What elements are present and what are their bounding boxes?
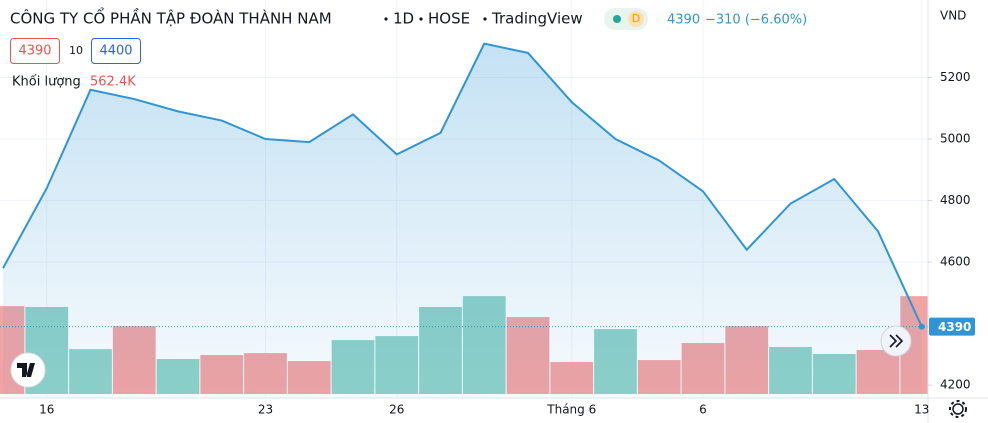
- y-tick-label: 4200: [940, 378, 971, 392]
- separator: [483, 17, 487, 21]
- price-layer: [0, 42, 928, 398]
- settings-icon[interactable]: [949, 400, 967, 418]
- logo-glyph: [17, 363, 35, 377]
- last-point: [918, 323, 925, 330]
- overlay: 4390: [918, 317, 975, 336]
- spread: 10: [69, 44, 83, 57]
- price-area: [3, 43, 922, 398]
- scroll-icon: [889, 334, 904, 348]
- ask: 4400: [99, 44, 132, 59]
- volume-legend: Khối lượng: [12, 75, 81, 90]
- separator: [384, 17, 388, 21]
- bid-box[interactable]: [10, 38, 60, 64]
- last-price: 4390: [667, 13, 700, 28]
- ask-box[interactable]: [91, 38, 141, 64]
- price-change: −310 (−6.60%): [705, 13, 807, 28]
- y-tick-label: 5200: [940, 70, 971, 84]
- status-dot: [613, 15, 621, 23]
- gear: [952, 403, 964, 415]
- bid: 4390: [18, 44, 51, 59]
- price-line: [2, 42, 923, 328]
- volume-value: 562.4K: [90, 75, 136, 90]
- x-tick-label: 26: [389, 403, 404, 417]
- interval: 1D: [393, 10, 414, 28]
- separator: [419, 17, 423, 21]
- price-label: 4390: [938, 320, 971, 334]
- chart-title: CÔNG TY CỔ PHẦN TẬP ĐOÀN THÀNH NAM: [10, 7, 332, 28]
- badge-text: D: [632, 12, 640, 25]
- exchange: HOSE: [428, 10, 470, 28]
- x-tick-label: 13: [914, 403, 929, 417]
- x-tick-label: 23: [258, 403, 273, 417]
- x-tick-label: Tháng 6: [546, 403, 596, 417]
- y-tick-label: 4800: [940, 193, 971, 207]
- badge: [628, 11, 644, 27]
- source: TradingView: [491, 10, 583, 28]
- currency: VND: [940, 9, 966, 23]
- gear-teeth: [949, 400, 967, 418]
- y-tick-label: 4600: [940, 255, 971, 269]
- y-tick-label: 5000: [940, 132, 971, 146]
- x-tick-label: 6: [699, 403, 707, 417]
- x-tick-label: 16: [39, 403, 54, 417]
- price-label-box: [929, 317, 975, 336]
